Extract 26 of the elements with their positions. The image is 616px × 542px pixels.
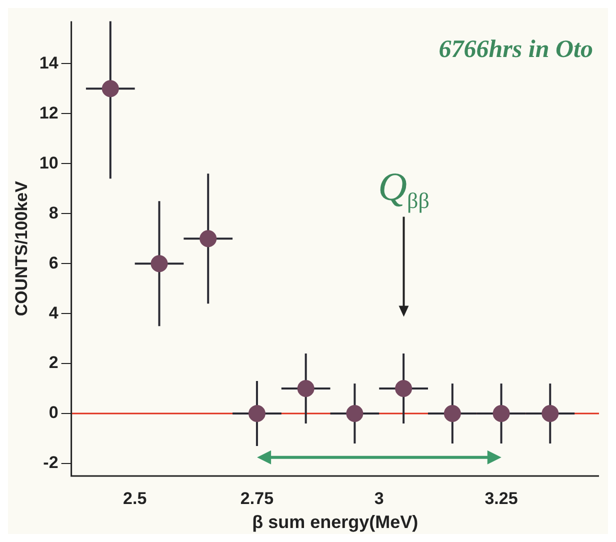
y-tick-label: -2 (43, 453, 58, 472)
point (248, 405, 266, 422)
point (150, 255, 168, 272)
y-tick-label: 10 (39, 153, 58, 172)
point (395, 380, 412, 398)
annotation: 6766hrs in Oto (438, 36, 593, 64)
y-axis-title: COUNTS/100keV (12, 180, 31, 316)
x-tick-label: 2.75 (240, 488, 274, 508)
y-tick-label: 8 (48, 203, 58, 222)
point (492, 405, 510, 422)
y-tick-label: 12 (39, 103, 58, 122)
point (200, 230, 217, 248)
y-tick-label: 4 (48, 303, 59, 322)
x-tick-label: 3 (374, 488, 384, 508)
point (542, 405, 559, 422)
point (346, 405, 364, 422)
point (444, 405, 461, 422)
y-tick-label: 2 (48, 353, 58, 372)
x-axis-title: β sum energy(MeV) (252, 512, 418, 532)
point (102, 80, 119, 98)
y-tick-label: 0 (48, 403, 58, 422)
y-tick-label: 14 (39, 53, 59, 72)
y-tick-label: 6 (48, 253, 58, 272)
point (297, 380, 314, 398)
x-tick-label: 3.25 (484, 488, 518, 508)
x-tick-label: 2.5 (123, 488, 147, 508)
